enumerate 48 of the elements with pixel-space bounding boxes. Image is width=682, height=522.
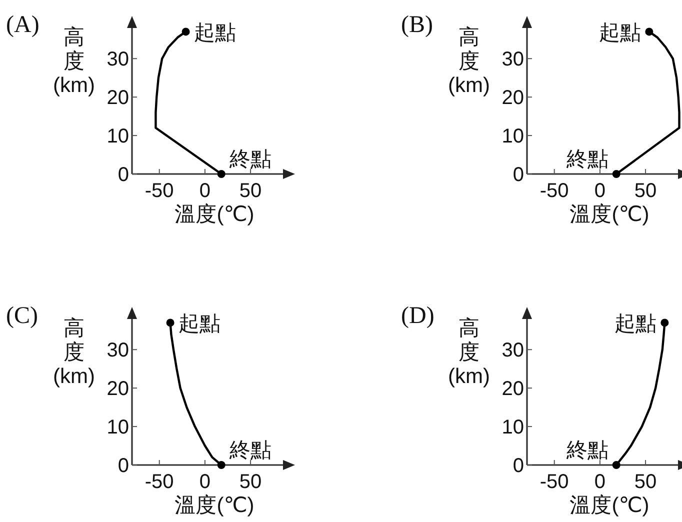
y-tick-label: 30	[106, 340, 129, 362]
y-tick-label: 20	[106, 87, 129, 110]
chart-title: (D)	[401, 303, 434, 329]
annotation: 終點	[228, 148, 272, 171]
chart-title: (B)	[401, 12, 433, 38]
x-tick-label: 0	[594, 471, 606, 493]
x-axis-title: 溫度(℃)	[174, 494, 254, 517]
y-axis-title: 高度(km)	[53, 26, 95, 97]
y-tick-label: 10	[502, 416, 524, 439]
x-axis-title: 溫度(℃)	[570, 203, 650, 226]
x-axis-title: 溫度(℃)	[174, 203, 254, 226]
x-tick-label: 0	[594, 180, 606, 202]
x-axis-title: 溫度(℃)	[570, 494, 650, 517]
x-tick-label: 50	[239, 180, 262, 202]
annotation: 終點	[228, 439, 272, 462]
y-tick-label: 30	[502, 48, 524, 71]
x-tick-label: -50	[540, 471, 569, 493]
annotation: 起點	[194, 22, 236, 45]
y-tick-label: 0	[512, 164, 524, 186]
annotation: 起點	[178, 312, 220, 336]
annotation: 起點	[614, 312, 657, 336]
y-axis-title: 高度(km)	[448, 26, 490, 97]
y-tick-label: 0	[118, 455, 129, 477]
y-tick-label: 30	[502, 340, 524, 362]
y-tick-label: 0	[512, 455, 524, 477]
y-tick-label: 0	[118, 164, 129, 186]
y-tick-label: 10	[106, 416, 129, 439]
y-tick-label: 20	[502, 87, 524, 110]
annotation: 起點	[599, 22, 642, 45]
x-tick-label: 0	[199, 180, 211, 202]
y-tick-label: 10	[106, 126, 129, 148]
annotation: 終點	[565, 148, 608, 171]
chart-title: (A)	[6, 12, 40, 38]
x-tick-label: -50	[144, 180, 174, 202]
x-tick-label: -50	[540, 180, 569, 202]
y-axis-title: 高度(km)	[448, 317, 490, 388]
x-tick-label: 50	[634, 180, 657, 202]
y-tick-label: 20	[502, 378, 524, 400]
chart-title: (C)	[6, 303, 38, 329]
x-tick-label: 50	[239, 471, 262, 493]
x-tick-label: 0	[199, 471, 211, 493]
x-tick-label: -50	[144, 471, 174, 493]
y-axis-title: 高度(km)	[53, 317, 95, 388]
y-tick-label: 30	[106, 48, 129, 71]
y-tick-label: 20	[106, 378, 129, 400]
x-tick-label: 50	[634, 471, 657, 493]
y-tick-label: 10	[502, 126, 524, 148]
annotation: 終點	[565, 439, 608, 462]
